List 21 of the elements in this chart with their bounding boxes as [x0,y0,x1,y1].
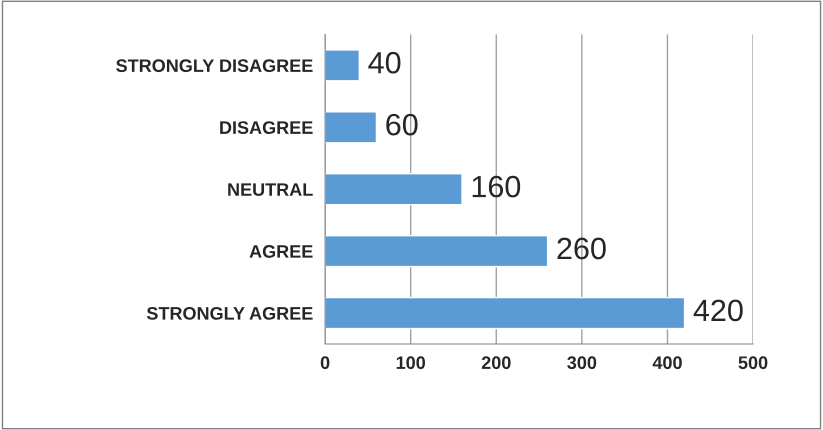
data-label: 40 [368,52,400,74]
bar [325,111,378,144]
x-tick-label: 300 [567,356,596,370]
data-label: 160 [472,176,520,198]
data-label: 60 [386,114,418,136]
x-tick-label: 200 [482,356,511,370]
bar [325,234,548,268]
y-tick-label: DISAGREE [220,121,313,134]
x-tick-label: 100 [396,356,425,370]
data-label: 420 [694,300,743,322]
y-tick-label: AGREE [250,245,313,258]
y-tick-label: STRONGLY DISAGREE [116,59,313,72]
bar [325,296,686,330]
bar [325,49,360,82]
y-tick-label: NEUTRAL [228,183,313,196]
x-tick-label: 500 [738,356,768,370]
data-label: 260 [557,238,606,260]
x-tick-label: 0 [320,356,330,370]
bar [325,173,463,206]
x-tick-label: 400 [652,356,682,370]
y-tick-label: STRONGLY AGREE [146,306,313,320]
